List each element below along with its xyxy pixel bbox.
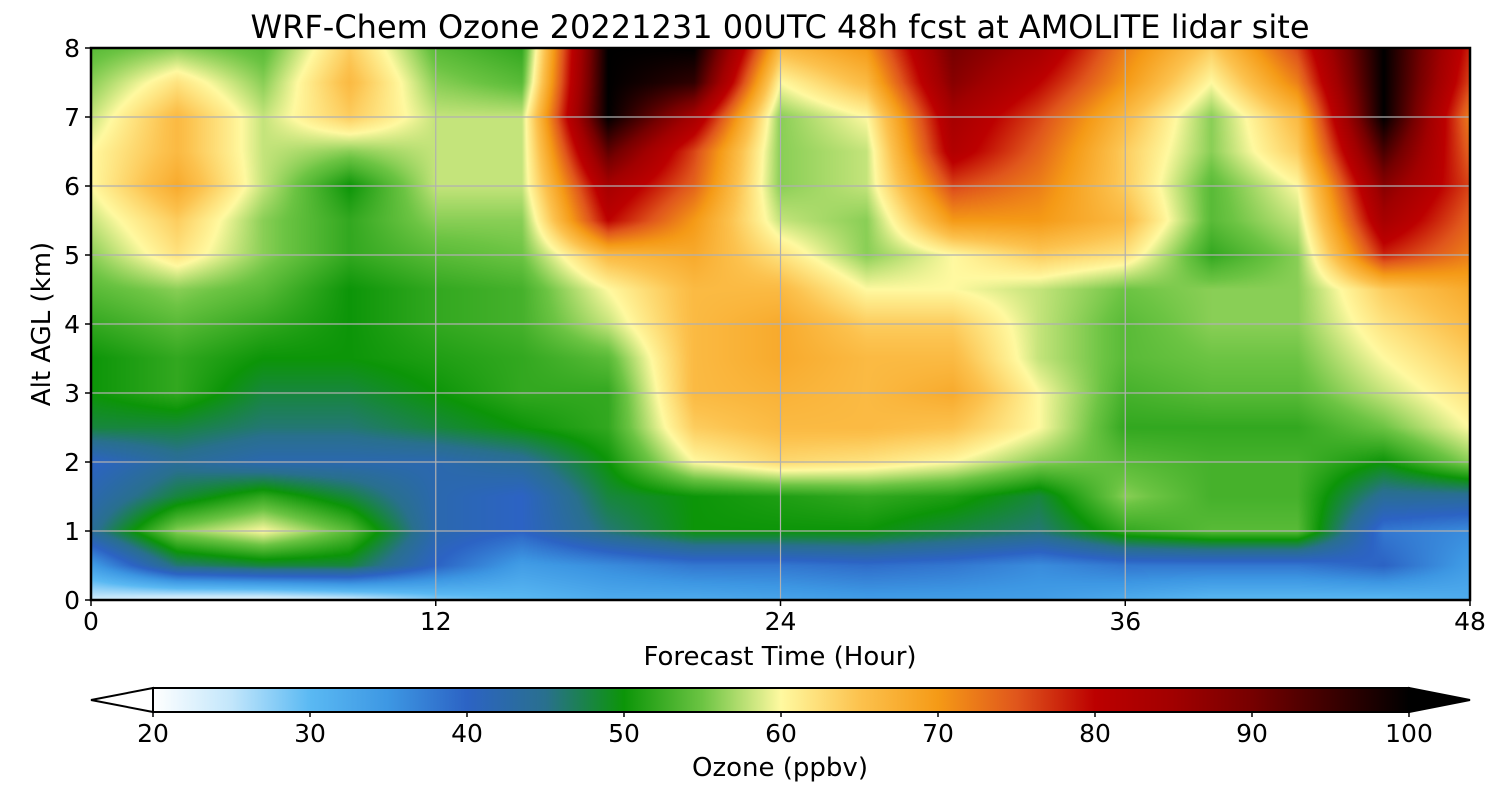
colorbar-tick-label: 30: [294, 719, 326, 748]
plot-grid: [91, 48, 1470, 600]
colorbar: 20 30 40 50 60 70 80 90 100 Ozone (ppbv): [90, 686, 1471, 783]
x-axis-label: Forecast Time (Hour): [643, 642, 916, 672]
x-axis-ticks: 0 12 24 36 48: [83, 600, 1486, 636]
y-tick-label: 4: [64, 310, 80, 339]
y-tick-label: 6: [64, 172, 80, 201]
colorbar-tick-label: 50: [608, 719, 640, 748]
colorbar-tick-label: 70: [922, 719, 954, 748]
y-axis-label: Alt AGL (km): [27, 242, 57, 406]
chart-title: WRF-Chem Ozone 20221231 00UTC 48h fcst a…: [250, 8, 1309, 46]
x-tick-label: 0: [83, 607, 99, 636]
y-tick-label: 1: [64, 517, 80, 546]
colorbar-label: Ozone (ppbv): [692, 753, 868, 783]
colorbar-ticks: 20 30 40 50 60 70 80 90 100: [137, 712, 1433, 748]
x-tick-label: 24: [765, 607, 797, 636]
y-tick-label: 8: [64, 34, 80, 63]
y-tick-label: 0: [64, 586, 80, 615]
colorbar-fill: [153, 688, 1409, 712]
y-axis-ticks: 0 1 2 3 4 5 6 7 8: [64, 34, 91, 615]
x-tick-label: 48: [1454, 607, 1486, 636]
x-tick-label: 12: [420, 607, 452, 636]
colorbar-tick-label: 40: [451, 719, 483, 748]
colorbar-tick-label: 100: [1385, 719, 1433, 748]
y-tick-label: 7: [64, 103, 80, 132]
colorbar-tick-label: 90: [1236, 719, 1268, 748]
y-tick-label: 5: [64, 241, 80, 270]
y-tick-label: 2: [64, 448, 80, 477]
y-tick-label: 3: [64, 379, 80, 408]
colorbar-tick-label: 20: [137, 719, 169, 748]
colorbar-tick-label: 60: [765, 719, 797, 748]
colorbar-extend-high: [1408, 686, 1471, 714]
colorbar-tick-label: 80: [1079, 719, 1111, 748]
x-tick-label: 36: [1109, 607, 1141, 636]
colorbar-extend-low: [90, 686, 154, 714]
